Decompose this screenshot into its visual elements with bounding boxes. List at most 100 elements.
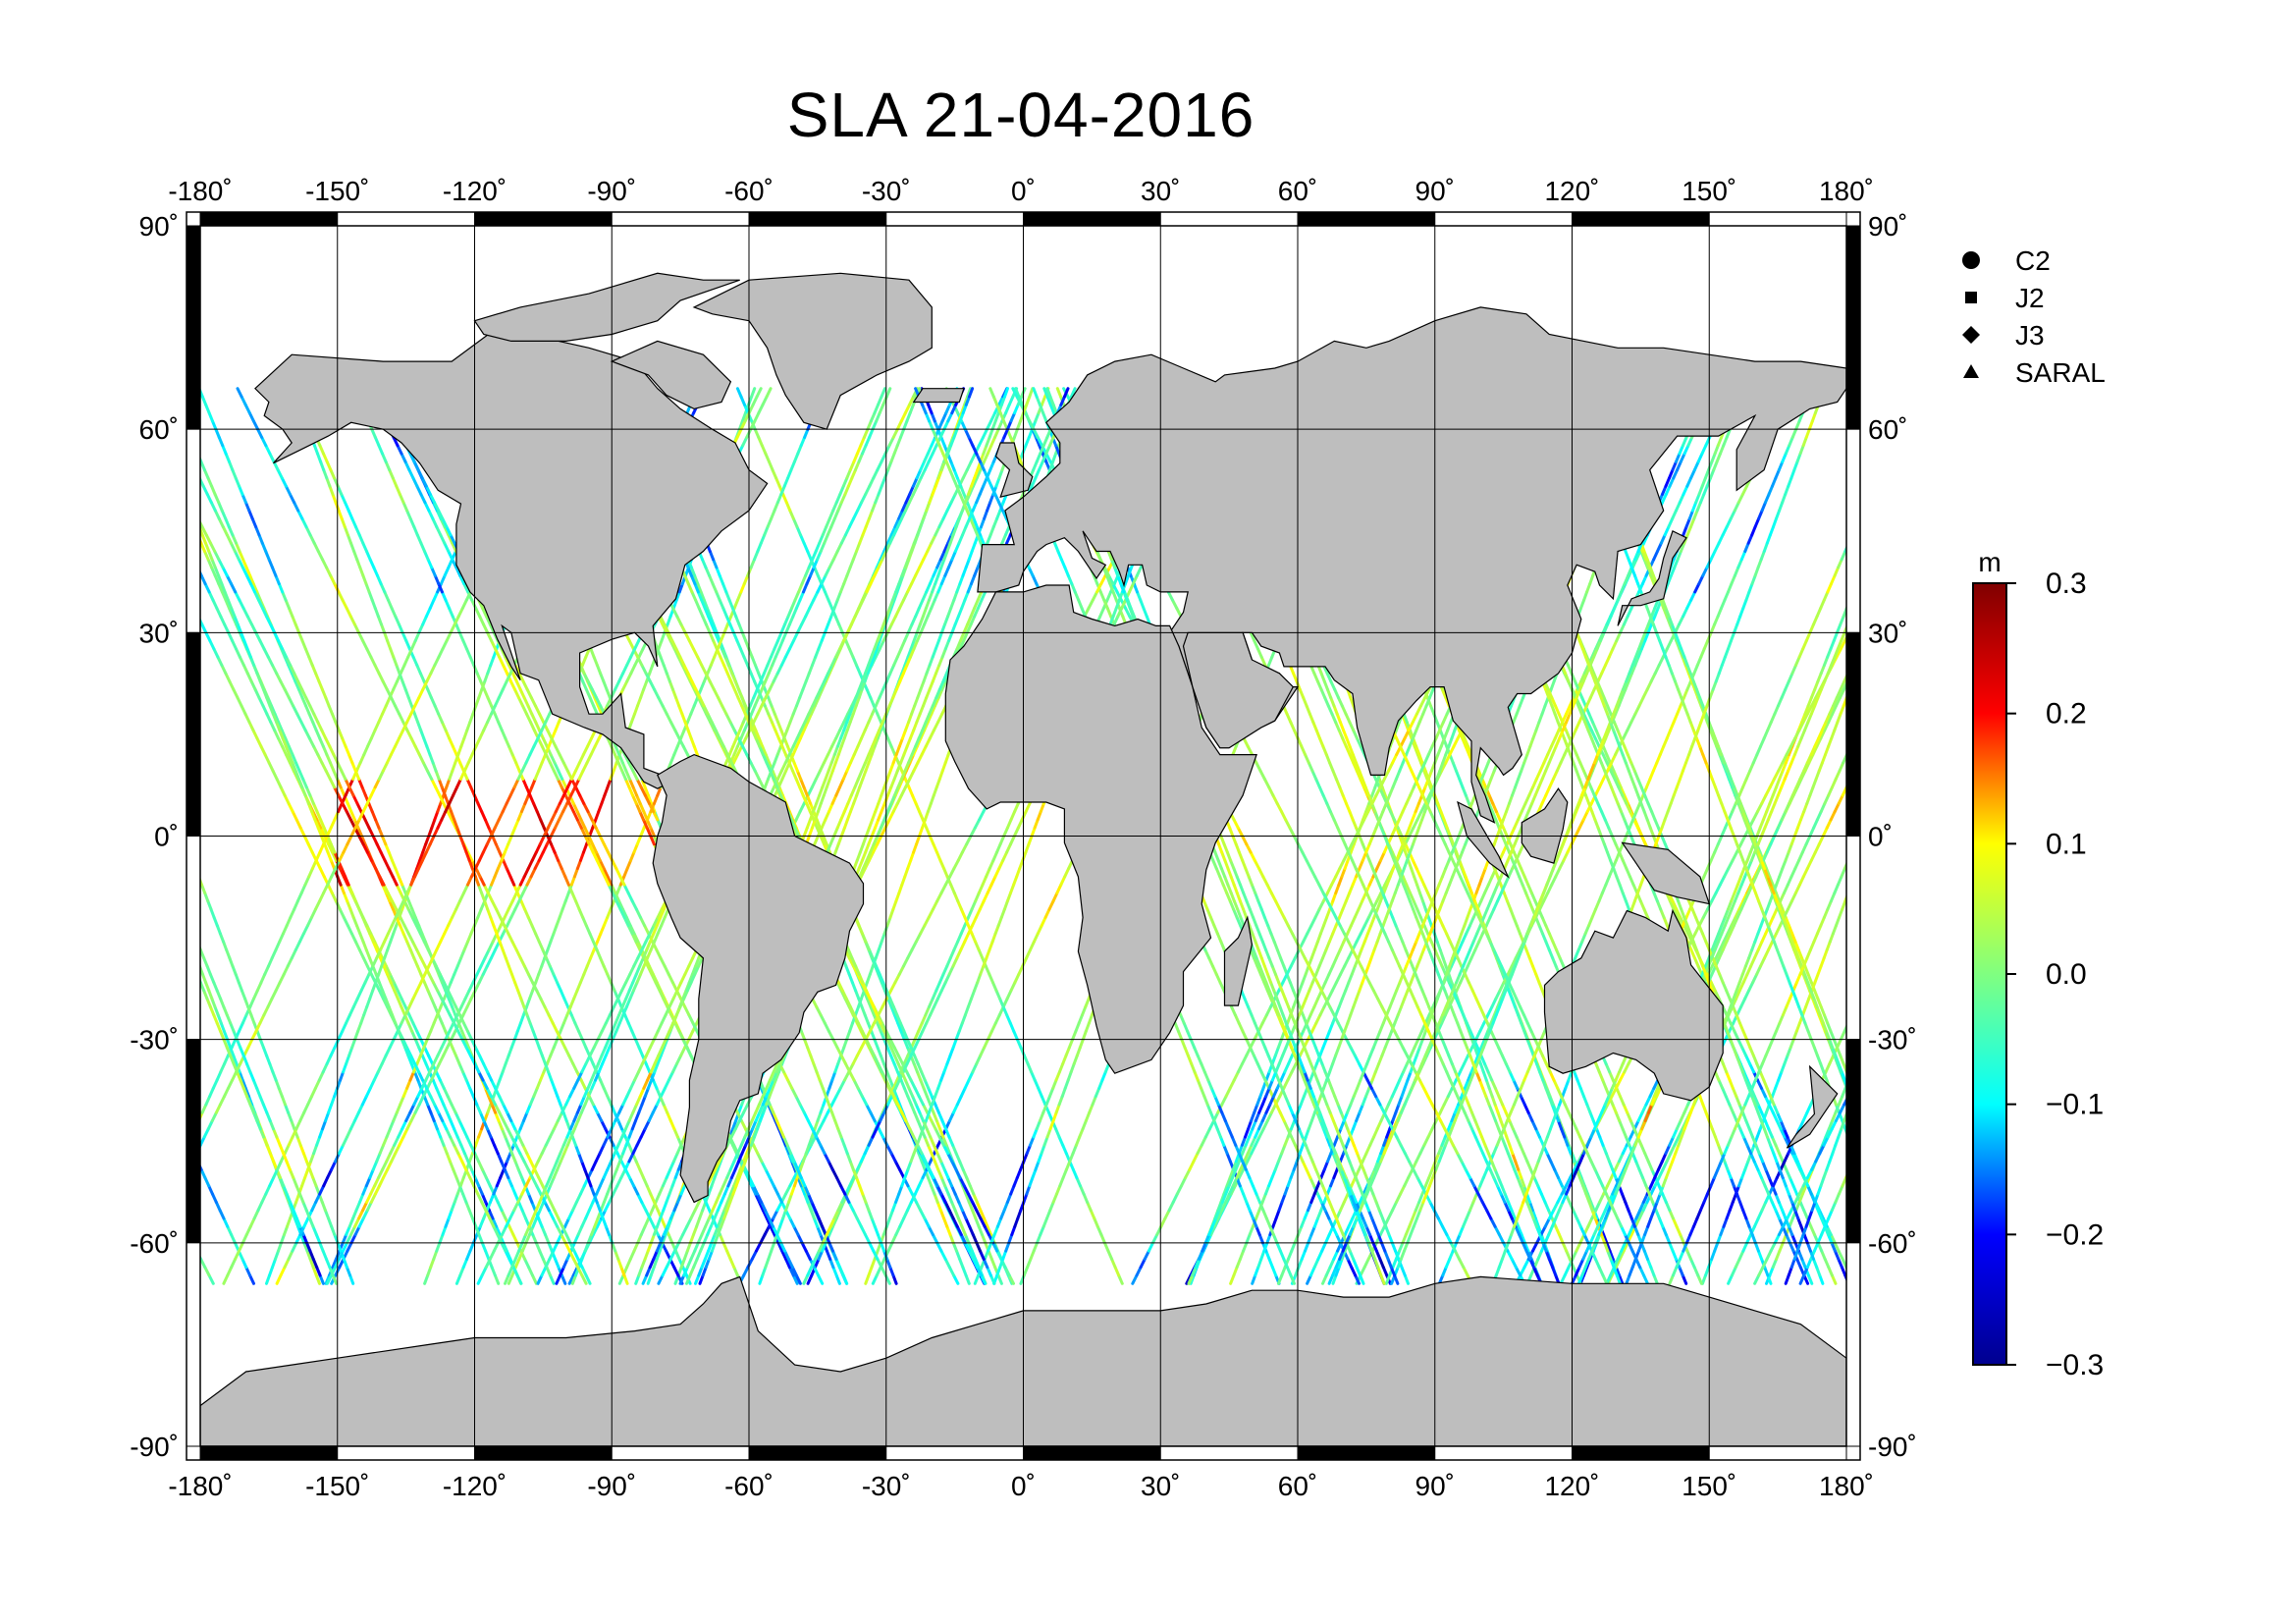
colorbar-tick-label: −0.2 <box>2046 1218 2104 1251</box>
frame-segment <box>885 211 1024 227</box>
tick-labels: -180˚ -180˚ -150˚ -150˚ -120˚ -120˚ -90˚ -90˚ -6… <box>130 176 1917 1501</box>
frame-segment <box>1845 1039 1861 1244</box>
lat-tick-label-left: 0˚ <box>154 822 179 852</box>
lon-tick-label-top: 60˚ <box>1278 176 1317 206</box>
lon-tick-label-top: -30˚ <box>862 176 911 206</box>
lon-tick-label-bottom: 150˚ <box>1682 1471 1736 1501</box>
legend-item-saral: SARAL <box>1963 357 2106 388</box>
frame-segment <box>186 225 201 430</box>
frame-segment <box>186 1242 201 1447</box>
frame-segment <box>1572 1445 1710 1461</box>
map-border <box>199 225 1847 1447</box>
lat-tick-label-right: -60˚ <box>1868 1228 1917 1259</box>
frame-segment <box>748 1445 887 1461</box>
lat-tick-label-left: -90˚ <box>130 1432 179 1462</box>
land-madagascar <box>1223 915 1254 1006</box>
lon-tick-label-bottom: -180˚ <box>168 1471 232 1501</box>
frame-segment <box>1023 1445 1161 1461</box>
lon-tick-label-top: 150˚ <box>1682 176 1736 206</box>
land-japan <box>1617 529 1687 626</box>
lat-tick-label-left: 90˚ <box>139 211 179 242</box>
frame-segment <box>186 631 201 837</box>
square-marker-icon <box>1965 292 1977 303</box>
land-europe-asia <box>977 306 1846 824</box>
lon-tick-label-bottom: 60˚ <box>1278 1471 1317 1501</box>
frame-segment <box>1845 428 1861 633</box>
colorbar: m 0.3 0.2 0.1 0.0 −0.1 −0.2 −0.3 <box>1972 547 2104 1381</box>
frame-segment <box>199 211 339 227</box>
triangle-marker-icon <box>1963 364 1979 378</box>
lon-tick-label-top: -90˚ <box>587 176 636 206</box>
lon-tick-label-top: 0˚ <box>1011 176 1036 206</box>
frame-segment <box>474 1445 613 1461</box>
frame-segment <box>337 1445 475 1461</box>
frame-segment <box>1434 1445 1573 1461</box>
lat-tick-label-right: 60˚ <box>1868 414 1907 445</box>
colorbar-tick-label: −0.1 <box>2046 1089 2104 1121</box>
lat-tick-label-right: -30˚ <box>1868 1025 1917 1055</box>
frame-segment <box>1297 211 1436 227</box>
lon-tick-label-bottom: -120˚ <box>443 1471 507 1501</box>
land-australia <box>1543 908 1724 1102</box>
frame-segment <box>1297 1445 1436 1461</box>
frame-segment <box>748 211 887 227</box>
frame-segment <box>337 211 475 227</box>
frame-segment <box>1023 211 1161 227</box>
lon-tick-label-top: -120˚ <box>443 176 507 206</box>
lon-tick-label-top: 180˚ <box>1819 176 1874 206</box>
frame-segment <box>1845 225 1861 430</box>
frame-segment <box>474 211 613 227</box>
legend-item-j3: J3 <box>1962 320 2045 351</box>
lat-tick-label-right: 30˚ <box>1868 618 1907 648</box>
frame-segment <box>1845 1242 1861 1447</box>
lat-tick-label-left: -30˚ <box>130 1025 179 1055</box>
lon-tick-label-bottom: 0˚ <box>1011 1471 1036 1501</box>
frame-segment <box>1159 1445 1299 1461</box>
diamond-marker-icon <box>1962 326 1980 344</box>
frame-segment <box>186 836 201 1041</box>
lon-tick-label-top: -150˚ <box>305 176 369 206</box>
lat-tick-label-left: 30˚ <box>139 618 179 648</box>
lon-tick-label-bottom: -150˚ <box>305 1471 369 1501</box>
map-frame <box>186 211 1861 1461</box>
legend-item-c2: C2 <box>1962 245 2051 276</box>
legend-item-j2: J2 <box>1965 283 2045 313</box>
frame-segment <box>1845 836 1861 1041</box>
frame-segment <box>1572 211 1710 227</box>
mission-legend: C2 J2 J3 SARAL <box>1962 245 2106 388</box>
land-borneo <box>1521 787 1569 864</box>
lat-tick-label-left: 60˚ <box>139 414 179 445</box>
legend-label: J2 <box>2015 283 2045 313</box>
legend-label: SARAL <box>2015 357 2106 388</box>
frame-segment <box>199 1445 339 1461</box>
frame-segment <box>1708 1445 1847 1461</box>
colorbar-tick-label: 0.1 <box>2046 828 2087 860</box>
colorbar-gradient <box>1972 582 2007 1366</box>
colorbar-tick-label: −0.3 <box>2046 1349 2104 1381</box>
gridlines <box>200 226 1846 1446</box>
lat-tick-label-right: -90˚ <box>1868 1432 1917 1462</box>
lon-tick-label-top: -180˚ <box>168 176 232 206</box>
land-south-america <box>652 753 865 1204</box>
frame-segment <box>1708 211 1847 227</box>
lon-tick-label-top: 30˚ <box>1141 176 1180 206</box>
frame-segment <box>1159 211 1299 227</box>
land-new-zealand <box>1786 1064 1839 1149</box>
lon-tick-label-top: 120˚ <box>1544 176 1599 206</box>
circle-marker-icon <box>1962 251 1980 269</box>
frame-segment <box>1434 211 1573 227</box>
land-canadian-arctic-islands <box>473 272 740 342</box>
colorbar-tick-label: 0.2 <box>2046 698 2087 730</box>
legend-label: J3 <box>2015 320 2045 351</box>
land-baffin-island <box>610 340 732 410</box>
lon-tick-label-bottom: 120˚ <box>1544 1471 1599 1501</box>
frame-segment <box>611 1445 750 1461</box>
frame-segment <box>186 1039 201 1244</box>
lon-tick-label-bottom: 90˚ <box>1415 1471 1455 1501</box>
land-arabia <box>1182 631 1295 749</box>
lat-tick-label-left: -60˚ <box>130 1228 179 1259</box>
land-iceland <box>912 388 965 404</box>
lon-tick-label-bottom: -60˚ <box>724 1471 774 1501</box>
lon-tick-label-top: -60˚ <box>724 176 774 206</box>
